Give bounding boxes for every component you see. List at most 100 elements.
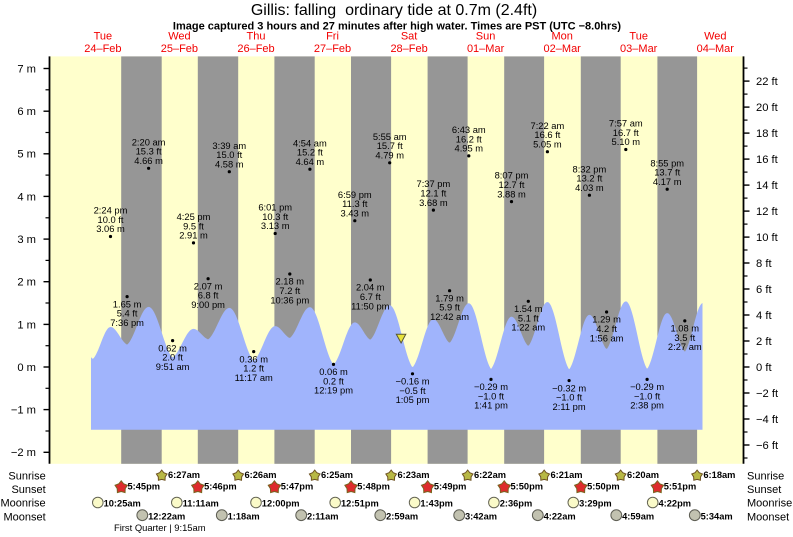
svg-text:4.66 m: 4.66 m	[134, 156, 163, 166]
svg-text:10 ft: 10 ft	[756, 232, 779, 244]
svg-text:−2 ft: −2 ft	[756, 388, 779, 400]
svg-text:16.2 ft: 16.2 ft	[456, 134, 482, 144]
svg-text:15.2 ft: 15.2 ft	[297, 148, 323, 158]
svg-text:26–Feb: 26–Feb	[237, 43, 274, 55]
svg-text:25–Feb: 25–Feb	[161, 43, 198, 55]
svg-text:2:36pm: 2:36pm	[500, 499, 533, 509]
svg-text:Sunset: Sunset	[747, 484, 781, 496]
svg-text:5.9 ft: 5.9 ft	[439, 303, 460, 313]
svg-text:12:51pm: 12:51pm	[341, 499, 379, 509]
svg-text:−1.0 ft: −1.0 ft	[634, 391, 661, 401]
svg-text:4 m: 4 m	[17, 191, 36, 203]
svg-text:7:36 pm: 7:36 pm	[110, 318, 144, 328]
svg-text:6:43 am: 6:43 am	[452, 125, 486, 135]
svg-text:4:54 am: 4:54 am	[293, 138, 327, 148]
svg-text:1.79 m: 1.79 m	[435, 293, 464, 303]
svg-text:3.43 m: 3.43 m	[341, 208, 370, 218]
svg-text:7:22 am: 7:22 am	[531, 121, 565, 131]
svg-text:01–Mar: 01–Mar	[467, 43, 505, 55]
svg-text:6:59 pm: 6:59 pm	[338, 190, 372, 200]
svg-text:11:50 pm: 11:50 pm	[351, 301, 389, 311]
svg-text:0.62 m: 0.62 m	[158, 343, 187, 353]
svg-text:12:42 am: 12:42 am	[430, 312, 469, 322]
svg-text:20 ft: 20 ft	[756, 102, 779, 114]
svg-text:5.05 m: 5.05 m	[533, 139, 562, 149]
svg-text:1:05 pm: 1:05 pm	[396, 395, 430, 405]
svg-text:13.7 ft: 13.7 ft	[654, 168, 680, 178]
svg-text:1.54 m: 1.54 m	[514, 304, 543, 314]
svg-text:Wed: Wed	[168, 31, 190, 43]
svg-text:Tue: Tue	[94, 31, 113, 43]
svg-text:15.7 ft: 15.7 ft	[377, 141, 403, 151]
svg-text:6 ft: 6 ft	[756, 284, 772, 296]
svg-text:12.7 ft: 12.7 ft	[499, 180, 525, 190]
svg-text:−6 ft: −6 ft	[756, 440, 779, 452]
svg-text:8:07 pm: 8:07 pm	[495, 171, 529, 181]
svg-text:−0.29 m: −0.29 m	[474, 382, 508, 392]
svg-text:15.3 ft: 15.3 ft	[136, 147, 162, 157]
svg-text:2:11am: 2:11am	[307, 511, 339, 521]
svg-text:1 m: 1 m	[17, 319, 36, 331]
svg-text:2 m: 2 m	[17, 277, 36, 289]
svg-text:3.06 m: 3.06 m	[96, 224, 125, 234]
svg-text:6.8 ft: 6.8 ft	[198, 291, 219, 301]
svg-text:2 ft: 2 ft	[756, 336, 772, 348]
svg-text:3 m: 3 m	[17, 234, 36, 246]
svg-text:−0.32 m: −0.32 m	[552, 383, 586, 393]
svg-text:0 m: 0 m	[17, 362, 36, 374]
svg-text:0.2 ft: 0.2 ft	[323, 376, 344, 386]
svg-text:0 ft: 0 ft	[756, 362, 772, 374]
svg-text:6:27am: 6:27am	[168, 470, 200, 480]
svg-text:7:57 am: 7:57 am	[609, 119, 643, 129]
svg-text:2.91 m: 2.91 m	[179, 231, 208, 241]
svg-text:First Quarter | 9:15am: First Quarter | 9:15am	[114, 522, 206, 533]
svg-text:03–Mar: 03–Mar	[620, 43, 658, 55]
svg-text:12.1 ft: 12.1 ft	[420, 189, 446, 199]
svg-text:8:55 pm: 8:55 pm	[650, 158, 684, 168]
svg-text:16.7 ft: 16.7 ft	[613, 128, 639, 138]
svg-text:Mon: Mon	[551, 31, 572, 43]
svg-text:4.2 ft: 4.2 ft	[596, 324, 617, 334]
svg-text:27–Feb: 27–Feb	[314, 43, 351, 55]
svg-text:22 ft: 22 ft	[756, 76, 779, 88]
svg-text:1:43pm: 1:43pm	[420, 499, 453, 509]
svg-text:4:25 pm: 4:25 pm	[177, 212, 211, 222]
svg-text:28–Feb: 28–Feb	[390, 43, 427, 55]
svg-text:5.1 ft: 5.1 ft	[518, 313, 539, 323]
svg-text:0.36 m: 0.36 m	[239, 354, 268, 364]
svg-text:5:47pm: 5:47pm	[281, 482, 314, 492]
svg-text:12:00pm: 12:00pm	[262, 499, 300, 509]
svg-text:4.58 m: 4.58 m	[215, 159, 244, 169]
svg-text:11:11am: 11:11am	[183, 499, 219, 509]
svg-text:1.29 m: 1.29 m	[592, 315, 621, 325]
svg-text:11:17 am: 11:17 am	[235, 373, 273, 383]
svg-text:6:25am: 6:25am	[321, 470, 353, 480]
svg-text:24–Feb: 24–Feb	[84, 43, 121, 55]
svg-text:5:45pm: 5:45pm	[128, 482, 161, 492]
svg-text:1:22 am: 1:22 am	[511, 323, 545, 333]
svg-text:2:24 pm: 2:24 pm	[94, 206, 128, 216]
svg-text:5.4 ft: 5.4 ft	[117, 309, 138, 319]
svg-text:3:39 am: 3:39 am	[212, 141, 246, 151]
svg-text:Sun: Sun	[476, 31, 496, 43]
svg-text:2:59am: 2:59am	[386, 511, 418, 521]
svg-text:3.13 m: 3.13 m	[261, 221, 290, 231]
svg-text:2:20 am: 2:20 am	[132, 137, 166, 147]
svg-text:15.0 ft: 15.0 ft	[216, 150, 242, 160]
svg-text:5:50pm: 5:50pm	[587, 482, 620, 492]
svg-text:8 ft: 8 ft	[756, 258, 772, 270]
svg-text:12:19 pm: 12:19 pm	[314, 386, 353, 396]
svg-text:2:27 am: 2:27 am	[668, 342, 702, 352]
svg-text:Moonset: Moonset	[747, 512, 789, 524]
svg-text:6:22am: 6:22am	[474, 470, 506, 480]
svg-text:8:32 pm: 8:32 pm	[573, 164, 607, 174]
svg-text:18 ft: 18 ft	[756, 128, 779, 140]
svg-text:16 ft: 16 ft	[756, 154, 779, 166]
svg-text:6:20am: 6:20am	[627, 470, 659, 480]
svg-text:6:23am: 6:23am	[398, 470, 430, 480]
svg-text:7.2 ft: 7.2 ft	[279, 286, 300, 296]
svg-text:2.18 m: 2.18 m	[276, 277, 305, 287]
svg-text:5:55 am: 5:55 am	[373, 132, 407, 142]
svg-text:Sunrise: Sunrise	[747, 470, 784, 482]
svg-text:1:41 pm: 1:41 pm	[474, 401, 508, 411]
